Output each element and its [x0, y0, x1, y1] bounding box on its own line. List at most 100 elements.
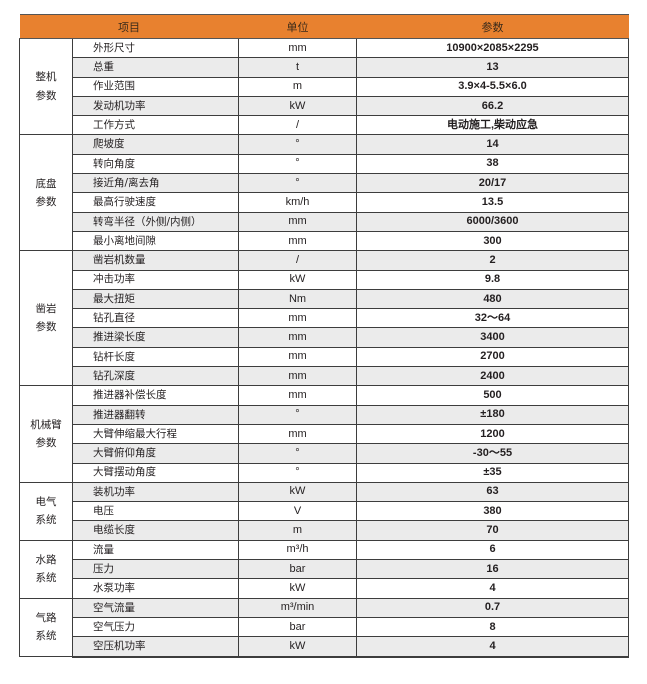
table-row: 气路 系统 空气流量 m³/min 0.7 — [19, 597, 629, 658]
group-label-line: 气路 — [35, 611, 57, 624]
unit-cell: ° — [238, 173, 357, 194]
table-row: 凿岩 参数 凿岩机数量/2 — [19, 250, 629, 387]
item-cell: 钻孔深度 — [72, 366, 239, 387]
item-cell: 推进器补偿长度 — [72, 385, 239, 406]
table-row: 钻孔直径 mm 32～64 — [20, 308, 629, 329]
unit-cell: ° — [238, 404, 357, 425]
unit-cell: kW — [238, 95, 357, 117]
unit-cell: ° — [238, 134, 357, 155]
value-cell: 2 — [356, 250, 629, 271]
unit-cell: m — [238, 520, 357, 541]
item-cell: 作业范围 — [72, 76, 239, 97]
table-header: 项目 单位 参数 — [19, 14, 629, 39]
value-cell: 4 — [356, 578, 629, 599]
unit-cell: Nm — [238, 288, 357, 310]
table-row: 最小离地间隙 mm 300 — [20, 230, 629, 252]
table-row: 水泵功率 kW 4 — [20, 578, 629, 599]
item-cell: 凿岩机数量 — [72, 250, 239, 271]
group-label-line: 系统 — [35, 572, 57, 585]
table-row: 空气压力 bar 8 — [20, 616, 629, 638]
group-label: 机械臂 参数 — [19, 385, 73, 483]
unit-cell: / — [238, 115, 357, 136]
item-cell: 钻杆长度 — [72, 346, 239, 368]
item-cell: 工作方式 — [72, 115, 239, 136]
group-label-line: 参数 — [35, 321, 57, 334]
table-row: 推进器翻转 ° ±180 — [20, 404, 629, 425]
value-cell: 电动施工,柴动应急 — [356, 115, 629, 136]
value-cell: 4 — [356, 636, 629, 658]
item-cell: 钻孔直径 — [72, 308, 239, 329]
item-cell: 大臂摆动角度 — [72, 462, 239, 483]
group-label-line: 参数 — [35, 89, 57, 102]
table-row: 发动机功率 kW 66.2 — [20, 95, 629, 117]
item-cell: 冲击功率 — [72, 269, 239, 290]
unit-cell: mm — [238, 230, 357, 252]
group-label-line: 底盘 — [35, 177, 57, 190]
table-row: 电缆长度 m 70 — [20, 520, 629, 541]
value-cell: 2700 — [356, 346, 629, 368]
value-cell: -30～55 — [356, 443, 629, 464]
group-label: 气路 系统 — [19, 597, 73, 658]
item-cell: 电压 — [72, 501, 239, 522]
item-cell: 转弯半径（外侧/内侧） — [72, 211, 239, 232]
table-row: 总重 t 13 — [20, 57, 629, 78]
item-cell: 电缆长度 — [72, 520, 239, 541]
table-row: 最大扭矩 Nm 480 — [20, 288, 629, 310]
unit-cell: / — [238, 250, 357, 271]
group-label-line: 参数 — [35, 437, 57, 450]
item-cell: 推进器翻转 — [72, 404, 239, 425]
item-cell: 外形尺寸 — [72, 37, 239, 59]
item-cell: 最大扭矩 — [72, 288, 239, 310]
unit-cell: bar — [238, 559, 357, 580]
value-cell: 300 — [356, 230, 629, 252]
group-label-line: 系统 — [35, 630, 57, 643]
table-row: 工作方式 / 电动施工,柴动应急 — [20, 115, 629, 136]
value-cell: ±35 — [356, 462, 629, 483]
item-cell: 空压机功率 — [72, 636, 239, 658]
value-cell: 20/17 — [356, 173, 629, 194]
value-cell: 13 — [356, 57, 629, 78]
group-label: 凿岩 参数 — [19, 250, 73, 387]
table-row: 作业范围 m 3.9×4-5.5×6.0 — [20, 76, 629, 97]
unit-cell: km/h — [238, 192, 357, 213]
group-label: 整机 参数 — [19, 37, 73, 136]
group-label-line: 系统 — [35, 514, 57, 527]
unit-cell: mm — [238, 327, 357, 348]
item-cell: 大臂俯仰角度 — [72, 443, 239, 464]
item-cell: 最小离地间隙 — [72, 230, 239, 252]
value-cell: 38 — [356, 153, 629, 175]
group-label-line: 参数 — [35, 195, 57, 208]
table-row: 大臂伸缩最大行程 mm 1200 — [20, 423, 629, 445]
item-cell: 压力 — [72, 559, 239, 580]
unit-cell: t — [238, 57, 357, 78]
group-label: 电气 系统 — [19, 481, 73, 541]
table-row: 压力 bar 16 — [20, 559, 629, 580]
unit-cell: kW — [238, 578, 357, 599]
table-row: 接近角/离去角 ° 20/17 — [20, 173, 629, 194]
value-cell: 6 — [356, 539, 629, 561]
unit-cell: m³/h — [238, 539, 357, 561]
value-cell: 2400 — [356, 366, 629, 387]
item-cell: 大臂伸缩最大行程 — [72, 423, 239, 445]
group-label: 水路 系统 — [19, 539, 73, 599]
value-cell: 3.9×4-5.5×6.0 — [356, 76, 629, 97]
item-cell: 总重 — [72, 57, 239, 78]
value-cell: 13.5 — [356, 192, 629, 213]
value-cell: 9.8 — [356, 269, 629, 290]
value-cell: 16 — [356, 559, 629, 580]
unit-cell: ° — [238, 153, 357, 175]
header-unit: 单位 — [238, 14, 357, 39]
value-cell: 6000/3600 — [356, 211, 629, 232]
item-cell: 流量 — [72, 539, 239, 561]
unit-cell: mm — [238, 211, 357, 232]
unit-cell: ° — [238, 443, 357, 464]
item-cell: 空气流量 — [72, 597, 239, 618]
value-cell: 14 — [356, 134, 629, 155]
value-cell: 500 — [356, 385, 629, 406]
table-row: 推进梁长度 mm 3400 — [20, 327, 629, 348]
unit-cell: kW — [238, 636, 357, 658]
group-label-line: 水路 — [35, 553, 57, 566]
unit-cell: kW — [238, 269, 357, 290]
table-row: 大臂摆动角度 ° ±35 — [20, 462, 629, 483]
unit-cell: V — [238, 501, 357, 522]
